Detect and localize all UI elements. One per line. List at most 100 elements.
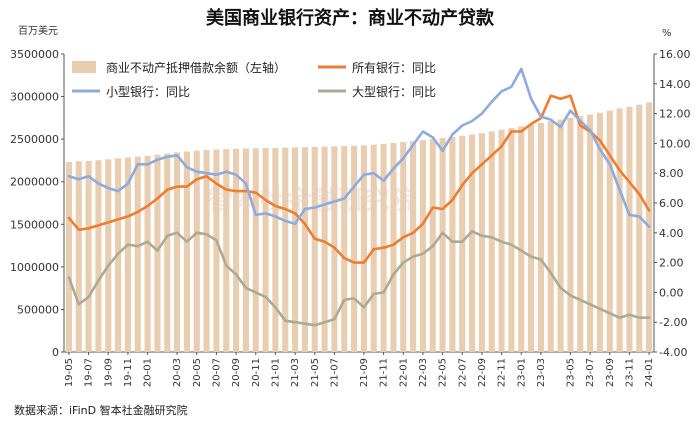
right-tick-label: 2.00: [659, 257, 684, 270]
bar: [193, 150, 200, 352]
legend-label: 小型银行：同比: [106, 85, 190, 99]
legend-label: 所有银行：同比: [352, 61, 436, 75]
bar: [439, 138, 446, 352]
plot-area: 智本社金融研究院05000001000000150000020000002500…: [10, 48, 691, 387]
bar: [144, 155, 151, 352]
x-tick-label: 20-07: [211, 358, 222, 387]
x-tick-label: 22-01: [398, 358, 409, 387]
x-tick-label: 21-09: [359, 358, 370, 387]
legend-label: 商业不动产抵押借款余额（左轴）: [106, 60, 286, 75]
bar: [478, 133, 485, 352]
right-tick-label: -4.00: [659, 346, 687, 359]
x-tick-label: 23-11: [624, 358, 635, 387]
left-tick-label: 0: [52, 346, 59, 359]
x-tick-label: 22-07: [457, 358, 468, 387]
x-tick-label: 23-01: [516, 358, 527, 387]
bar: [419, 140, 426, 352]
x-tick-label: 19-09: [103, 358, 114, 387]
bar: [547, 121, 554, 353]
bar: [351, 145, 358, 352]
bar: [616, 108, 623, 353]
left-axis-unit: 百万美元: [18, 24, 58, 37]
right-axis-unit: %: [662, 28, 672, 39]
bar: [537, 122, 544, 352]
bar: [508, 128, 515, 352]
bar: [223, 149, 230, 352]
x-tick-label: 21-01: [270, 358, 281, 387]
x-tick-label: 23-03: [536, 358, 547, 387]
x-tick-label: 20-11: [251, 358, 262, 387]
left-tick-label: 3000000: [10, 91, 59, 104]
bar: [174, 152, 181, 352]
bar: [134, 156, 141, 352]
bar: [587, 114, 594, 352]
left-tick-label: 3500000: [10, 48, 59, 61]
bar: [65, 162, 72, 352]
x-tick-label: 20-03: [172, 358, 183, 387]
right-tick-label: 4.00: [659, 227, 684, 240]
bar: [311, 146, 318, 352]
bar: [124, 157, 131, 352]
bar: [233, 148, 240, 352]
x-tick-label: 19-07: [84, 358, 95, 387]
x-tick-label: 21-11: [379, 358, 390, 387]
right-tick-label: 12.00: [659, 108, 691, 121]
right-tick-label: 8.00: [659, 167, 684, 180]
x-tick-label: 22-09: [477, 358, 488, 387]
bar: [577, 116, 584, 352]
x-tick-label: 20-05: [192, 358, 203, 387]
bar: [400, 142, 407, 352]
right-tick-label: 6.00: [659, 197, 684, 210]
chart-title: 美国商业银行资产：商业不动产贷款: [206, 7, 495, 29]
bar: [449, 137, 456, 352]
source-note: 数据来源：iFinD 智本社金融研究院: [14, 403, 188, 417]
bar: [567, 117, 574, 352]
bar: [528, 124, 535, 352]
series-line: [67, 230, 651, 327]
bar: [301, 147, 308, 352]
bar: [606, 110, 613, 353]
bar: [272, 147, 279, 352]
bar: [469, 134, 476, 352]
x-tick-label: 21-07: [329, 358, 340, 387]
bar: [95, 160, 102, 352]
x-tick-label: 22-11: [497, 358, 508, 387]
right-tick-label: 14.00: [659, 78, 691, 91]
bar: [518, 126, 525, 352]
right-tick-label: -2.00: [659, 316, 687, 329]
legend-swatch-bar: [72, 61, 96, 73]
x-tick-label: 20-01: [143, 358, 154, 387]
x-tick-label: 20-09: [231, 358, 242, 387]
bar: [242, 148, 249, 352]
bar: [459, 135, 466, 352]
series-line: [67, 94, 651, 264]
bar: [85, 160, 92, 352]
bar: [390, 142, 397, 352]
bar: [341, 146, 348, 352]
bar: [213, 149, 220, 352]
x-tick-label: 23-09: [605, 358, 616, 387]
left-tick-label: 2500000: [10, 133, 59, 146]
bar: [596, 112, 603, 353]
bar: [292, 147, 299, 352]
bar: [164, 153, 171, 352]
left-tick-label: 1000000: [10, 261, 59, 274]
bar: [321, 146, 328, 352]
bar: [410, 141, 417, 352]
bar: [154, 154, 161, 352]
bar: [488, 131, 495, 352]
x-tick-label: 23-05: [565, 358, 576, 387]
bar: [282, 147, 289, 352]
bar: [557, 119, 564, 352]
right-tick-label: 10.00: [659, 137, 691, 150]
x-tick-label: 22-03: [418, 358, 429, 387]
legend-label: 大型银行：同比: [352, 85, 436, 99]
bar: [262, 147, 269, 352]
bar: [183, 151, 190, 352]
left-tick-label: 1500000: [10, 218, 59, 231]
bar: [203, 150, 210, 352]
x-tick-label: 23-07: [585, 358, 596, 387]
x-tick-label: 22-05: [438, 358, 449, 387]
